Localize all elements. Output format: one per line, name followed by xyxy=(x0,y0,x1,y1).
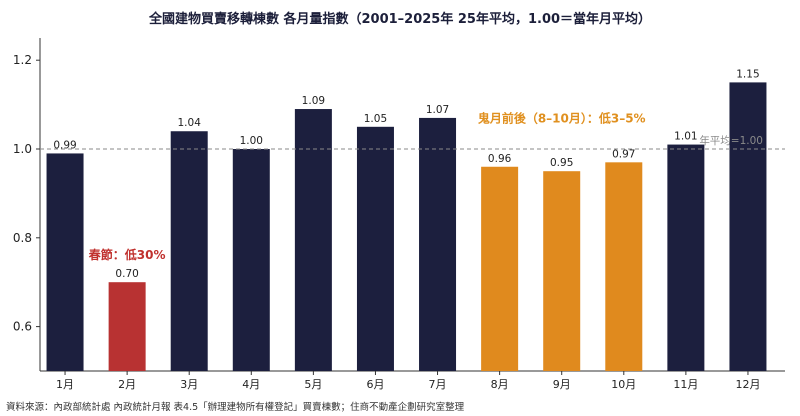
chart-title: 全國建物買賣移轉棟數 各月量指數（2001–2025年 25年平均，1.00＝當… xyxy=(148,11,651,27)
y-tick-label: 0.6 xyxy=(13,320,32,334)
x-tick-label: 12月 xyxy=(735,378,760,391)
x-tick-label: 9月 xyxy=(553,378,571,391)
bar-12月 xyxy=(729,82,767,372)
y-tick-label: 1.2 xyxy=(13,53,32,67)
data-source-note: 資料來源：內政部統計處 內政統計月報 表4.5「辦理建物所有權登記」買賣棟數；住… xyxy=(6,401,465,413)
value-label: 0.99 xyxy=(53,139,76,151)
bar-6月 xyxy=(356,126,394,371)
x-tick-label: 5月 xyxy=(304,378,322,391)
bar-4月 xyxy=(232,149,270,371)
bar-8月 xyxy=(481,166,519,371)
bar-10月 xyxy=(605,162,643,371)
x-tick-label: 6月 xyxy=(366,378,384,391)
value-label: 1.00 xyxy=(240,135,263,147)
value-label: 0.70 xyxy=(115,268,138,280)
x-tick-label: 1月 xyxy=(56,378,74,391)
value-label: 0.96 xyxy=(488,153,512,165)
x-tick-label: 7月 xyxy=(429,378,447,391)
value-label: 1.09 xyxy=(302,95,325,107)
bar-11月 xyxy=(667,144,705,371)
value-label: 1.04 xyxy=(178,117,202,129)
x-tick-label: 4月 xyxy=(242,378,260,391)
y-axis: 0.6 0.8 1.0 1.2 xyxy=(13,53,40,334)
spring-festival-annotation: 春節：低30% xyxy=(88,247,166,262)
bar-7月 xyxy=(419,117,457,371)
x-tick-label: 11月 xyxy=(673,378,698,391)
x-tick-label: 3月 xyxy=(180,378,198,391)
x-axis-ticks: 1月 2月 3月 4月 5月 6月 7月 8月 9月 10月 11月 12月 xyxy=(56,371,760,391)
y-tick-label: 1.0 xyxy=(13,142,32,156)
x-tick-label: 10月 xyxy=(611,378,636,391)
ghost-month-annotation: 鬼月前後（8–10月）：低3–5% xyxy=(478,110,646,125)
value-label: 0.97 xyxy=(612,148,635,160)
bar-5月 xyxy=(294,109,332,371)
bar-1月 xyxy=(46,153,84,371)
value-label: 1.01 xyxy=(674,131,697,143)
value-label: 1.15 xyxy=(736,68,759,80)
value-label: 1.07 xyxy=(426,104,449,116)
x-tick-label: 8月 xyxy=(491,378,509,391)
bar-9月 xyxy=(543,171,581,371)
y-tick-label: 0.8 xyxy=(13,231,32,245)
bar-2月 xyxy=(108,282,146,371)
x-tick-label: 2月 xyxy=(118,378,136,391)
value-label: 1.05 xyxy=(364,113,387,125)
value-labels-group: 0.99 0.70 1.04 1.00 1.09 1.05 1.07 0.96 0.95 0.97… xyxy=(53,68,759,280)
value-label: 0.95 xyxy=(550,157,573,169)
average-reference-label: 年平均=1.00 xyxy=(699,134,763,147)
bars-group xyxy=(46,82,767,372)
bar-3月 xyxy=(170,131,208,371)
